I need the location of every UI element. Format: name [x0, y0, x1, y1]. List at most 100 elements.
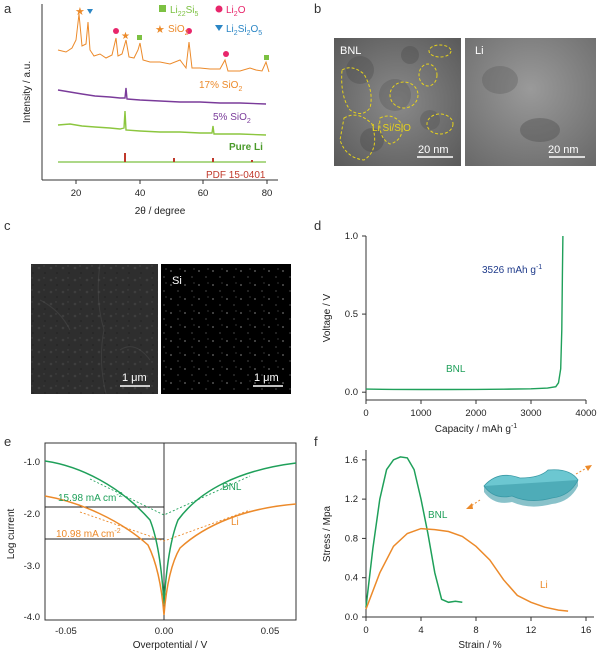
legend-li2si2o5: Li2Si2O5	[226, 24, 262, 37]
series-label-li: Li	[231, 517, 239, 528]
star-marker: ★	[75, 5, 85, 18]
stretched-film-illustration	[466, 465, 592, 509]
legend-square-icon	[159, 5, 166, 12]
trace-5pct-sio2	[57, 87, 267, 105]
tick-label: 0.4	[345, 573, 358, 584]
panel-letter-e: e	[4, 434, 11, 449]
tick-label: -2.0	[24, 509, 40, 520]
series-label-bnl: BNL	[446, 364, 466, 375]
scalebar-sem-label: 1 μm	[122, 372, 147, 384]
tick-label: 40	[135, 188, 146, 199]
tick-label: 0.0	[345, 612, 358, 623]
tem-label-li: Li	[475, 45, 484, 57]
label-pdf: PDF 15-0401	[206, 170, 266, 181]
tick-label: 1.0	[345, 231, 358, 242]
scalebar-right-label: 20 nm	[548, 144, 579, 156]
eds-si-map	[161, 264, 291, 394]
label-pure-li: Pure Li	[229, 142, 263, 153]
tick-label: 3000	[520, 408, 541, 419]
x-axis-label: Overpotential / V	[133, 640, 208, 651]
series-label-li: Li	[540, 580, 548, 591]
y-axis-label: Intensity / a.u.	[22, 61, 33, 123]
tick-label: 0.0	[345, 387, 358, 398]
annotation-bnl: 15.98 mA cm-2	[58, 492, 123, 504]
y-axis-label: Stress / Mpa	[322, 506, 333, 563]
y-ticks: 0.0 0.5 1.0	[345, 231, 366, 398]
tick-label: -4.0	[24, 612, 40, 623]
legend-circle-icon	[215, 5, 223, 13]
tick-label: 4	[418, 625, 423, 636]
panel-b: b BNL Li Li Si/SiO 20 nm 20 nm	[314, 1, 596, 166]
tick-label: -0.05	[55, 626, 77, 637]
yellow-outlines	[339, 44, 454, 161]
scalebar-left-label: 20 nm	[418, 144, 449, 156]
x-ticks: 0 4 8 12 16	[363, 617, 591, 636]
panel-c: c Si 1 μm 1 μm	[4, 218, 291, 395]
pdf-sticks	[124, 153, 253, 162]
x-ticks: 20 40 60 80	[71, 180, 272, 199]
scalebar-eds-label: 1 μm	[254, 372, 279, 384]
panel-f: f 0 4 8 12 16 0.0 0.4 0.8 1.2 1.6 Strain / % Str…	[314, 434, 594, 651]
panel-letter-c: c	[4, 218, 11, 233]
series-label-bnl: BNL	[222, 482, 242, 493]
tem-image-li	[465, 38, 596, 166]
tick-label: 60	[198, 188, 209, 199]
panel-a: a 20 40 60 80 2θ / degree Intensity / a.…	[4, 1, 278, 217]
eds-label-si: Si	[172, 275, 182, 287]
tick-label: 0.00	[155, 626, 174, 637]
panel-letter-a: a	[4, 1, 12, 16]
tem-region-label: Li Si/SiO	[372, 123, 411, 134]
x-axis-label: 2θ / degree	[135, 206, 186, 217]
x-axis-label: Capacity / mAh g-1	[435, 423, 517, 435]
tangent-li	[79, 509, 251, 542]
panel-e: e -1.0 -2.0 -3.0 -4.0 -0.05 0.00 0.05 Ov…	[4, 434, 297, 651]
series-line-bnl	[44, 460, 297, 606]
y-axis-label: Voltage / V	[322, 293, 333, 342]
panel-letter-b: b	[314, 1, 321, 16]
tick-label: 1.6	[345, 455, 358, 466]
panel-d: d 0 1000 2000 3000 4000 0.0 0.5 1.0 Capacity /…	[314, 218, 597, 435]
series-line-bnl	[365, 235, 564, 391]
y-ticks: 0.0 0.4 0.8 1.2 1.6	[345, 455, 366, 623]
tick-label: 8	[473, 625, 478, 636]
tick-label: 0.5	[345, 309, 358, 320]
tick-label: 1000	[410, 408, 431, 419]
tick-label: 2000	[465, 408, 486, 419]
tick-label: 4000	[575, 408, 596, 419]
tick-label: -3.0	[24, 561, 40, 572]
panel-letter-d: d	[314, 218, 321, 233]
x-axis-label: Strain / %	[458, 640, 501, 651]
tem-image-bnl	[334, 38, 461, 166]
circle-marker	[223, 51, 229, 57]
sem-image	[31, 264, 158, 394]
trace-17pct-sio2	[57, 13, 270, 73]
tick-label: 1.2	[345, 494, 358, 505]
tem-texture	[346, 46, 440, 152]
square-marker	[137, 35, 142, 40]
tem-texture-li	[482, 66, 560, 142]
tem-label-bnl: BNL	[340, 45, 361, 57]
tick-label: -1.0	[24, 457, 40, 468]
tick-label: 20	[71, 188, 82, 199]
series-line-li	[365, 527, 569, 612]
legend-star-icon: ★	[155, 23, 165, 36]
annotation-li: 10.98 mA cm-2	[56, 528, 121, 540]
circle-marker	[186, 28, 192, 34]
legend-sio2: SiO2	[168, 24, 189, 37]
circle-marker	[113, 28, 119, 34]
triangle-marker	[87, 9, 93, 14]
series-line-bnl	[365, 456, 463, 608]
series-line-li	[44, 495, 297, 616]
sem-texture	[39, 263, 151, 395]
tick-label: 0	[363, 408, 368, 419]
peak-markers: ★ ★	[75, 5, 269, 60]
tick-label: 12	[526, 625, 537, 636]
legend: Li22Si5 Li2O ★ SiO2 Li2Si2O5	[155, 5, 262, 37]
x-ticks: 0 1000 2000 3000 4000	[363, 400, 597, 419]
tick-label: 0.05	[261, 626, 280, 637]
star-marker: ★	[121, 31, 130, 42]
plot-frame	[44, 442, 297, 621]
legend-li2o: Li2O	[226, 5, 246, 18]
panel-letter-f: f	[314, 434, 318, 449]
